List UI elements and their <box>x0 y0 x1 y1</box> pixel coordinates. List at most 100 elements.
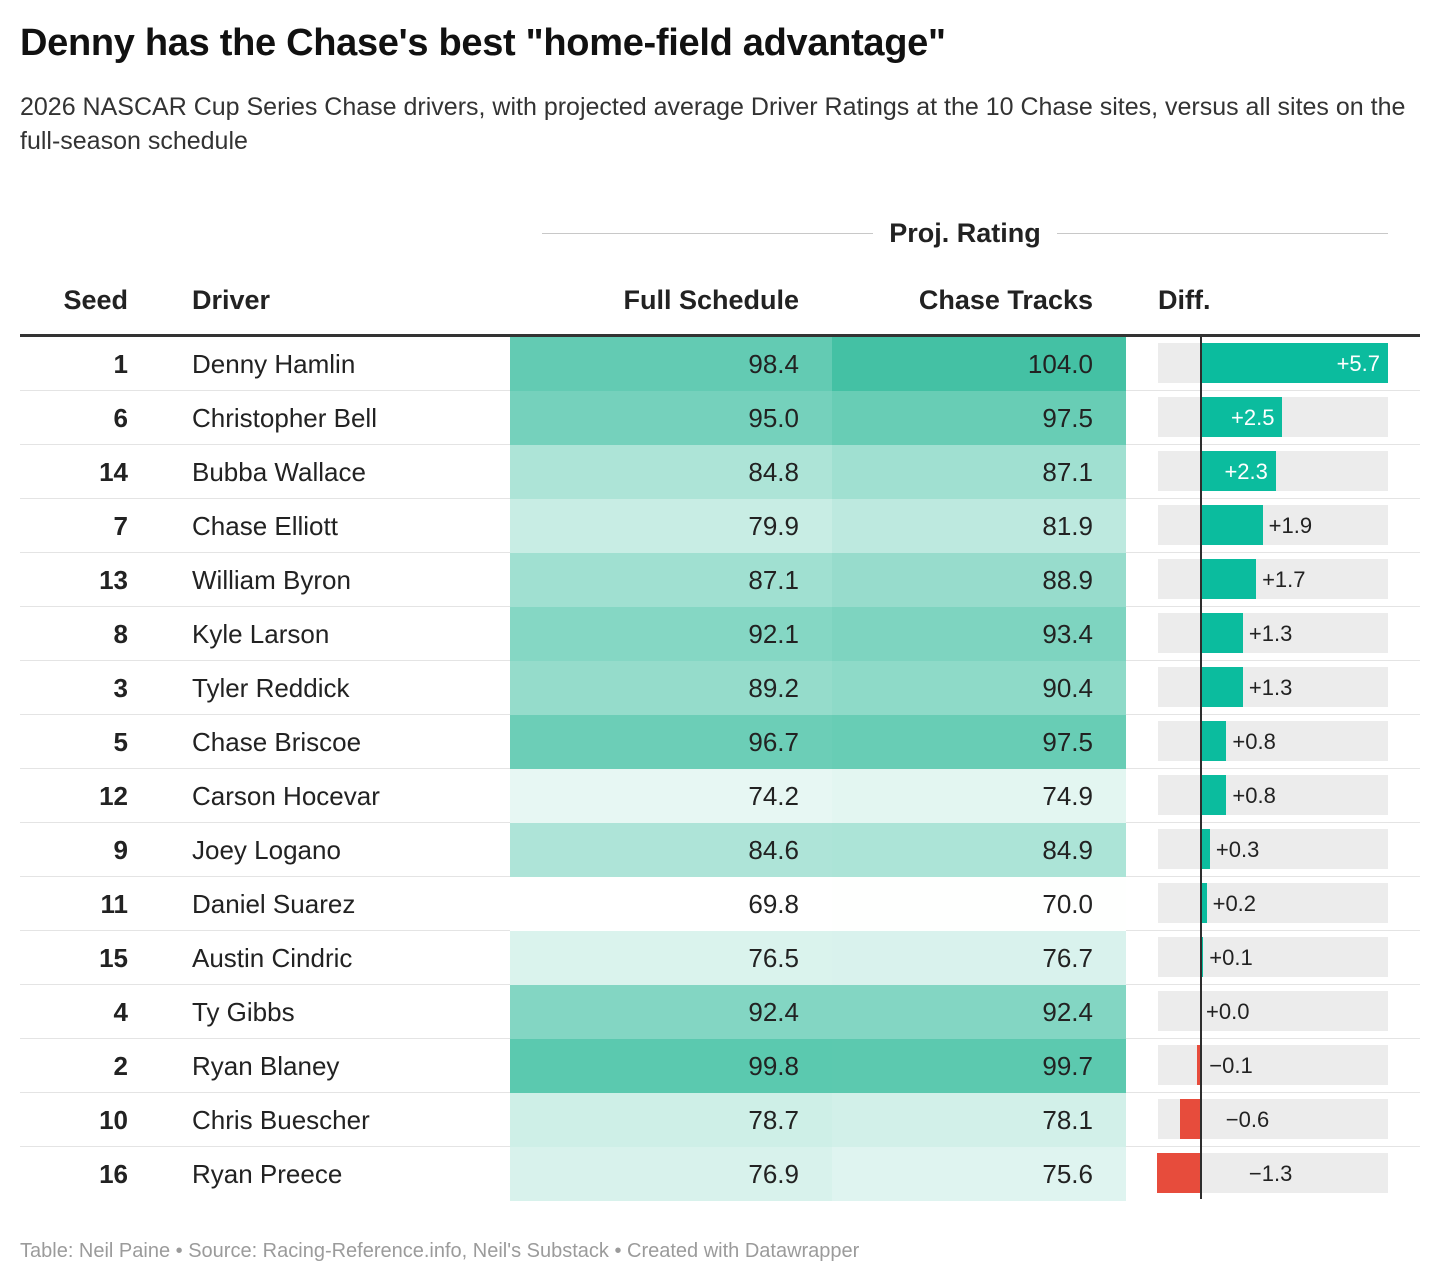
table-row: 15 Austin Cindric 76.5 76.7 +0.1 <box>20 931 1420 985</box>
diff-value-label: +0.3 <box>1215 837 1260 862</box>
table-row: 8 Kyle Larson 92.1 93.4 +1.3 <box>20 607 1420 661</box>
driver-name-cell: Ty Gibbs <box>192 997 295 1027</box>
column-header-seed[interactable]: Seed <box>63 285 128 315</box>
diff-bar <box>1200 505 1263 545</box>
full-schedule-rating-cell: 89.2 <box>510 661 832 715</box>
chase-tracks-rating-cell: 70.0 <box>832 877 1126 931</box>
diff-cell: +1.9 <box>1158 499 1388 553</box>
diff-value-label: −0.6 <box>1225 1107 1270 1132</box>
header-rule <box>20 334 1420 337</box>
diff-cell: −0.1 <box>1158 1039 1388 1093</box>
seed-cell: 2 <box>113 1051 128 1081</box>
full-schedule-rating-cell: 99.8 <box>510 1039 832 1093</box>
diff-cell: +2.5 <box>1158 391 1388 445</box>
diff-cell: +0.1 <box>1158 931 1388 985</box>
diff-cell: +0.8 <box>1158 715 1388 769</box>
driver-name-cell: Chase Elliott <box>192 511 338 541</box>
full-schedule-rating-cell: 76.9 <box>510 1147 832 1201</box>
diff-cell: +2.3 <box>1158 445 1388 499</box>
full-schedule-rating-cell: 95.0 <box>510 391 832 445</box>
diff-bar-track <box>1158 505 1388 545</box>
table-row: 4 Ty Gibbs 92.4 92.4 +0.0 <box>20 985 1420 1039</box>
diff-bar <box>1200 775 1227 815</box>
table-row: 2 Ryan Blaney 99.8 99.7 −0.1 <box>20 1039 1420 1093</box>
diff-bar-track <box>1158 721 1388 761</box>
driver-name-cell: Joey Logano <box>192 835 341 865</box>
driver-name-cell: Chris Buescher <box>192 1105 370 1135</box>
diff-bar <box>1200 721 1227 761</box>
diff-value-label: +1.3 <box>1248 675 1293 700</box>
table-row: 12 Carson Hocevar 74.2 74.9 +0.8 <box>20 769 1420 823</box>
full-schedule-rating-cell: 98.4 <box>510 337 832 391</box>
diff-bar-track <box>1158 937 1388 977</box>
diff-bar-track <box>1158 1045 1388 1085</box>
diff-bar <box>1200 559 1257 599</box>
column-header-driver[interactable]: Driver <box>192 285 271 315</box>
seed-cell: 15 <box>99 943 128 973</box>
table-row: 14 Bubba Wallace 84.8 87.1 +2.3 <box>20 445 1420 499</box>
diff-bar <box>1200 397 1283 437</box>
table-row: 6 Christopher Bell 95.0 97.5 +2.5 <box>20 391 1420 445</box>
column-header-chase-tracks[interactable]: Chase Tracks <box>918 285 1093 315</box>
table-row: 9 Joey Logano 84.6 84.9 +0.3 <box>20 823 1420 877</box>
full-schedule-rating-cell: 84.6 <box>510 823 832 877</box>
chase-tracks-rating-cell: 97.5 <box>832 715 1126 769</box>
proj-rating-group-header: Proj. Rating <box>542 212 1389 254</box>
diff-bar <box>1200 883 1207 923</box>
seed-cell: 13 <box>99 565 128 595</box>
driver-name-cell: Austin Cindric <box>192 943 353 973</box>
chase-tracks-rating-cell: 81.9 <box>832 499 1126 553</box>
group-header-label: Proj. Rating <box>889 217 1041 248</box>
diff-cell: +1.3 <box>1158 607 1388 661</box>
diff-value-label: −0.1 <box>1209 1053 1253 1078</box>
diff-bar-track <box>1158 775 1388 815</box>
chase-tracks-rating-cell: 84.9 <box>832 823 1126 877</box>
table-row: 13 William Byron 87.1 88.9 +1.7 <box>20 553 1420 607</box>
table-row: 3 Tyler Reddick 89.2 90.4 +1.3 <box>20 661 1420 715</box>
table-row: 5 Chase Briscoe 96.7 97.5 +0.8 <box>20 715 1420 769</box>
diff-bar-track <box>1158 829 1388 869</box>
diff-bar-track <box>1158 883 1388 923</box>
seed-cell: 3 <box>113 673 128 703</box>
seed-cell: 5 <box>113 727 128 757</box>
chart-subtitle: 2026 NASCAR Cup Series Chase drivers, wi… <box>20 93 1406 155</box>
diff-cell: −0.6 <box>1158 1093 1388 1147</box>
diff-value-label: +1.9 <box>1268 513 1313 538</box>
driver-name-cell: Carson Hocevar <box>192 781 380 811</box>
column-header-diff[interactable]: Diff. <box>1158 285 1211 315</box>
diff-value-label: +0.8 <box>1232 729 1276 754</box>
diff-value-label: +0.8 <box>1232 783 1276 808</box>
diff-bar <box>1180 1099 1200 1139</box>
full-schedule-rating-cell: 76.5 <box>510 931 832 985</box>
diff-bar <box>1200 667 1243 707</box>
diff-bar <box>1157 1153 1200 1193</box>
diff-bar-track <box>1158 613 1388 653</box>
full-schedule-rating-cell: 79.9 <box>510 499 832 553</box>
chase-tracks-rating-cell: 76.7 <box>832 931 1126 985</box>
diff-value-label: +1.7 <box>1262 567 1306 592</box>
diff-bar-track <box>1158 559 1388 599</box>
seed-cell: 8 <box>113 619 128 649</box>
diff-bar <box>1200 829 1210 869</box>
driver-name-cell: Christopher Bell <box>192 403 377 433</box>
column-header-full-schedule[interactable]: Full Schedule <box>623 285 799 315</box>
driver-name-cell: Ryan Blaney <box>192 1051 340 1081</box>
diff-cell: +1.3 <box>1158 661 1388 715</box>
chase-tracks-rating-cell: 92.4 <box>832 985 1126 1039</box>
diff-value-label: +0.0 <box>1206 999 1250 1024</box>
chase-tracks-rating-cell: 88.9 <box>832 553 1126 607</box>
full-schedule-rating-cell: 69.8 <box>510 877 832 931</box>
driver-name-cell: Daniel Suarez <box>192 889 356 919</box>
chase-tracks-rating-cell: 75.6 <box>832 1147 1126 1201</box>
chase-tracks-rating-cell: 74.9 <box>832 769 1126 823</box>
diff-value-label: +5.7 <box>1336 351 1380 376</box>
group-header-rule-right <box>1056 232 1389 234</box>
diff-value-label: +2.5 <box>1231 405 1275 430</box>
seed-cell: 11 <box>100 889 129 919</box>
diff-cell: +5.7 <box>1158 337 1388 391</box>
seed-cell: 14 <box>99 457 128 487</box>
diff-bar <box>1200 343 1388 383</box>
diff-bar-track <box>1158 667 1388 707</box>
diff-value-label: +0.1 <box>1209 945 1253 970</box>
chase-tracks-rating-cell: 97.5 <box>832 391 1126 445</box>
